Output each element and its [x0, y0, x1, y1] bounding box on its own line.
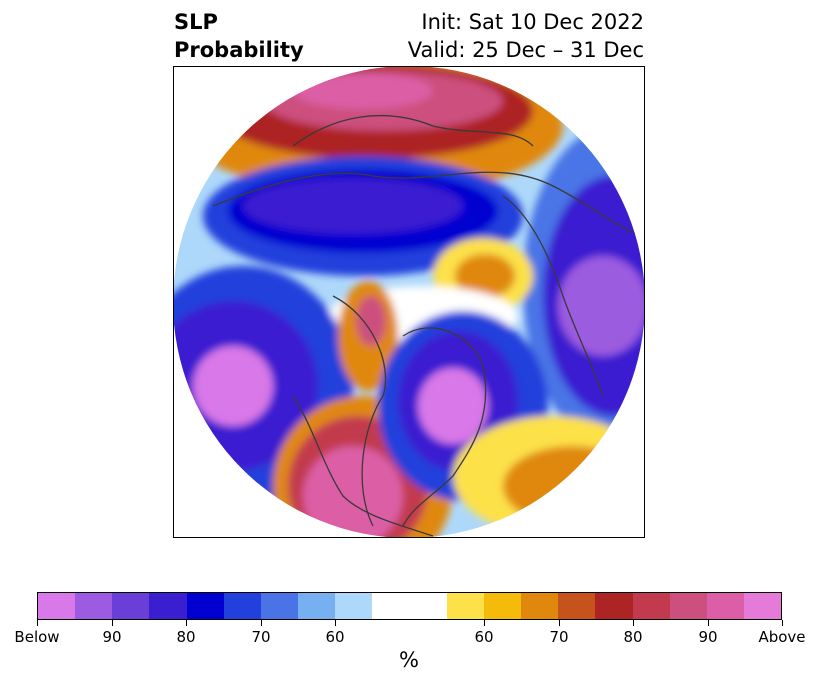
colorbar-tick-label: Above	[758, 628, 806, 646]
colorbar-swatch	[223, 593, 261, 619]
colorbar-swatch	[558, 593, 596, 619]
colorbar-unit: %	[399, 648, 419, 672]
title-variable: SLP	[174, 10, 218, 34]
map-dates: Init: Sat 10 Dec 2022 Valid: 25 Dec – 31…	[408, 8, 644, 64]
colorbar-swatch	[372, 593, 410, 619]
init-date: Init: Sat 10 Dec 2022	[421, 10, 644, 34]
colorbar-swatch	[521, 593, 559, 619]
colorbar-swatch	[483, 593, 522, 619]
probability-map	[173, 66, 645, 538]
colorbar-tick	[37, 620, 38, 626]
map-title: SLP Probability	[174, 8, 304, 64]
title-type: Probability	[174, 38, 304, 62]
valid-range: Valid: 25 Dec – 31 Dec	[407, 38, 644, 62]
colorbar-tick-label: Below	[14, 628, 60, 646]
colorbar-tick-label: 70	[251, 628, 271, 646]
colorbar-tick	[708, 620, 709, 626]
colorbar-tick	[782, 620, 783, 626]
colorbar-tick	[633, 620, 634, 626]
colorbar-tick-label: 60	[474, 628, 494, 646]
colorbar-swatch	[595, 593, 633, 619]
colorbar-swatch	[669, 593, 707, 619]
colorbar-swatch	[706, 593, 744, 619]
colorbar-swatch	[186, 593, 224, 619]
colorbar-tick	[484, 620, 485, 626]
colorbar-swatch	[112, 593, 150, 619]
colorbar-swatch	[743, 593, 782, 619]
colorbar-tick	[261, 620, 262, 626]
colorbar	[37, 592, 782, 620]
colorbar-tick	[186, 620, 187, 626]
colorbar-tick-label: 90	[698, 628, 718, 646]
colorbar-swatch	[149, 593, 187, 619]
colorbar-tick-label: 80	[176, 628, 196, 646]
colorbar-swatch	[632, 593, 670, 619]
colorbar-swatch	[260, 593, 299, 619]
colorbar-tick-label: 70	[549, 628, 569, 646]
coastlines	[212, 115, 644, 537]
colorbar-swatch	[38, 593, 76, 619]
map-border	[173, 66, 645, 538]
colorbar-swatch	[298, 593, 336, 619]
colorbar-tick-label: 60	[325, 628, 345, 646]
probability-field	[173, 66, 645, 538]
colorbar-swatch	[75, 593, 113, 619]
colorbar-tick-label: 80	[623, 628, 643, 646]
colorbar-tick-label: 90	[102, 628, 122, 646]
colorbar-tick	[559, 620, 560, 626]
colorbar-swatch	[446, 593, 484, 619]
colorbar-swatch	[409, 593, 447, 619]
colorbar-tick	[112, 620, 113, 626]
colorbar-tick	[335, 620, 336, 626]
colorbar-swatch	[335, 593, 373, 619]
